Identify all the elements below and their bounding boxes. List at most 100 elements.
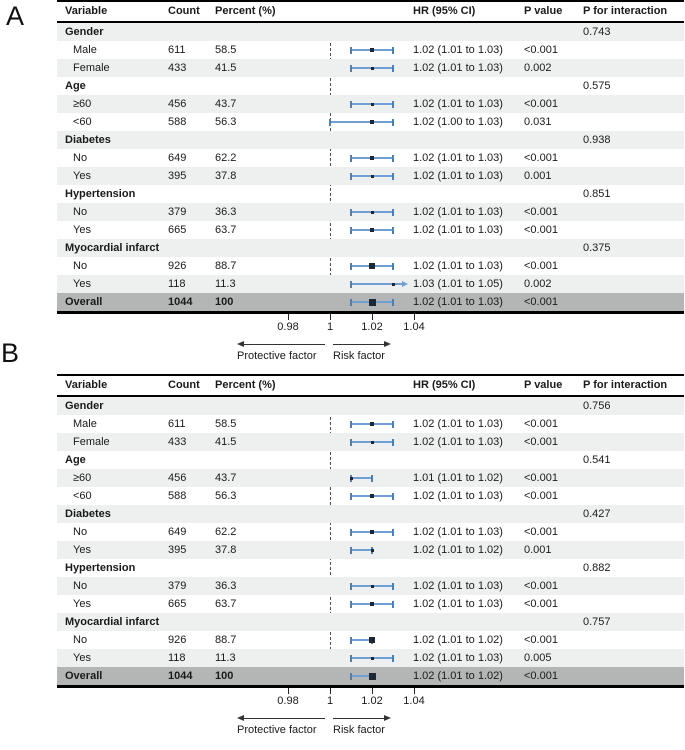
ci-cap-low (350, 173, 352, 180)
column-header-pvalue: P value (524, 379, 563, 391)
row-label: <60 (73, 490, 92, 502)
ci-cap-high (392, 299, 394, 306)
overall-row: Overall 1044 100 1.02 (1.01 to 1.02) <0.001 (57, 667, 684, 685)
row-label: Yes (73, 278, 91, 290)
row-label: Yes (73, 544, 91, 556)
item-row: Yes 118 11.3 1.03 (1.01 to 1.05) 0.002 (57, 275, 684, 293)
ci-cap-low (350, 493, 352, 500)
ci-cap-low (350, 601, 352, 608)
ci-cap-high (392, 101, 394, 108)
percent-value: 63.7 (215, 598, 237, 610)
panel-b: Variable Count Percent (%) HR (95% CI) P… (0, 374, 685, 750)
column-header-variable: Variable (65, 379, 108, 391)
count-value: 926 (168, 260, 187, 272)
p-interaction-value: 0.756 (583, 400, 611, 412)
hr-ci-text: 1.02 (1.01 to 1.03) (413, 206, 503, 218)
group-row: Gender 0.743 (57, 23, 684, 41)
percent-value: 56.3 (215, 490, 237, 502)
hr-ci-text: 1.02 (1.01 to 1.03) (413, 580, 503, 592)
item-row: No 379 36.3 1.02 (1.01 to 1.03) <0.001 (57, 203, 684, 221)
ci-cap-low (350, 583, 352, 590)
axis-tick (288, 314, 289, 320)
ci-line (351, 549, 372, 551)
count-value: 926 (168, 634, 187, 646)
ci-cap-low (350, 101, 352, 108)
row-label: ≥60 (73, 98, 92, 110)
count-value: 665 (168, 598, 187, 610)
protective-factor-label: Protective factor (237, 724, 317, 736)
row-label: Overall (65, 670, 103, 682)
ci-cap-low (350, 655, 352, 662)
hr-ci-text: 1.02 (1.01 to 1.03) (413, 260, 503, 272)
percent-value: 100 (215, 670, 234, 682)
hr-ci-text: 1.02 (1.01 to 1.03) (413, 418, 503, 430)
item-row: <60 588 56.3 1.02 (1.00 to 1.03) 0.031 (57, 113, 684, 131)
ci-cap-high (392, 155, 394, 162)
ci-arrowhead-icon (402, 281, 408, 287)
row-label: Gender (65, 26, 104, 38)
ci-cap-low (350, 299, 352, 306)
p-value: <0.001 (524, 418, 558, 430)
count-value: 649 (168, 152, 187, 164)
count-value: 611 (168, 418, 186, 430)
p-interaction-value: 0.757 (583, 616, 611, 628)
percent-value: 88.7 (215, 260, 237, 272)
p-interaction-value: 0.375 (583, 242, 611, 254)
item-row: Male 611 58.5 1.02 (1.01 to 1.03) <0.001 (57, 41, 684, 59)
percent-value: 100 (215, 296, 234, 308)
p-value: <0.001 (524, 260, 558, 272)
axis-tick (330, 688, 331, 694)
ci-cap-high (392, 583, 394, 590)
p-value: 0.001 (524, 544, 552, 556)
item-row: No 926 88.7 1.02 (1.01 to 1.03) <0.001 (57, 257, 684, 275)
risk-factor-label: Risk factor (333, 350, 385, 362)
p-value: <0.001 (524, 580, 558, 592)
p-value: 0.005 (524, 652, 552, 664)
count-value: 118 (168, 652, 186, 664)
point-estimate-marker (391, 282, 395, 286)
column-header-variable: Variable (65, 5, 108, 17)
ci-cap-low (350, 47, 352, 54)
p-value: <0.001 (524, 598, 558, 610)
row-label: Yes (73, 170, 91, 182)
ci-cap-high (392, 227, 394, 234)
ci-cap-low (350, 155, 352, 162)
row-label: Myocardial infarct (65, 242, 160, 254)
ci-cap-low (350, 281, 352, 288)
protective-arrowhead-icon (237, 341, 244, 347)
count-value: 379 (168, 206, 187, 218)
column-header-percent: Percent (%) (215, 379, 276, 391)
ci-cap-low (350, 529, 352, 536)
panel-b-letter: B (1, 338, 20, 368)
p-value: <0.001 (524, 296, 558, 308)
count-value: 379 (168, 580, 187, 592)
percent-value: 58.5 (215, 418, 237, 430)
column-header-count: Count (168, 5, 200, 17)
row-label: No (73, 206, 88, 218)
hr-ci-text: 1.02 (1.01 to 1.03) (413, 436, 503, 448)
table-header-row: Variable Count Percent (%) HR (95% CI) P… (57, 0, 684, 23)
row-label: Age (65, 454, 86, 466)
hr-ci-text: 1.02 (1.01 to 1.03) (413, 598, 503, 610)
point-estimate-marker (369, 263, 375, 269)
table-header-row: Variable Count Percent (%) HR (95% CI) P… (57, 374, 684, 397)
axis-tick-label: 1 (326, 321, 334, 333)
row-label: Gender (65, 400, 104, 412)
p-value: <0.001 (524, 490, 558, 502)
p-value: 0.031 (524, 116, 552, 128)
column-header-pinteraction: P for interaction (583, 379, 668, 391)
point-estimate-marker (370, 156, 374, 160)
p-value: 0.002 (524, 62, 552, 74)
risk-arrowhead-icon (384, 341, 391, 347)
row-label: Hypertension (65, 562, 136, 574)
axis-tick (372, 314, 373, 320)
x-axis: Protective factor Risk factor 0.98 1 1.02 1… (57, 688, 684, 750)
x-axis: Protective factor Risk factor 0.98 1 1.02 1… (57, 314, 684, 376)
ci-cap-high (392, 209, 394, 216)
ci-cap-low (350, 263, 352, 270)
hr-ci-text: 1.02 (1.01 to 1.03) (413, 490, 503, 502)
count-value: 665 (168, 224, 187, 236)
ci-cap-low (350, 637, 352, 644)
item-row: ≥60 456 43.7 1.01 (1.01 to 1.02) <0.001 (57, 469, 684, 487)
point-estimate-marker (370, 422, 374, 426)
